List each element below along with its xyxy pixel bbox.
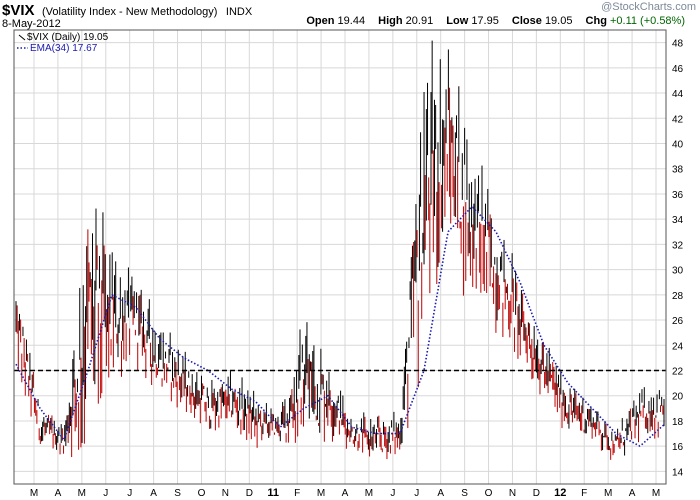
low-label: Low: [446, 15, 469, 27]
x-tick-label: A: [342, 488, 349, 499]
x-tick-label: N: [222, 488, 229, 499]
high-value: 20.91: [405, 15, 434, 27]
y-tick-label: 40: [672, 140, 684, 151]
x-tick-label: J: [127, 488, 132, 499]
high-label: High: [378, 15, 403, 27]
y-tick-label: 34: [672, 215, 684, 226]
x-tick-label: A: [150, 488, 157, 499]
y-tick-label: 44: [672, 89, 684, 100]
y-tick-label: 24: [672, 341, 684, 352]
legend-vix: $VIX (Daily) 19.05: [27, 32, 109, 43]
x-tick-label: M: [652, 488, 660, 499]
x-tick-label: M: [317, 488, 325, 499]
x-tick-label: 11: [267, 487, 279, 499]
chg-label: Chg: [585, 15, 607, 27]
plot-frame: [13, 29, 667, 485]
x-tick-label: J: [103, 488, 108, 499]
y-tick-label: 26: [672, 316, 684, 327]
y-tick-label: 20: [672, 392, 684, 403]
y-tick-label: 22: [672, 367, 684, 378]
x-tick-label: O: [485, 488, 493, 499]
x-tick-label: M: [604, 488, 612, 499]
x-tick-label: 12: [554, 487, 566, 499]
y-tick-label: 18: [672, 417, 684, 428]
legend-ema: EMA(34) 17.67: [30, 43, 98, 54]
stockcharts-logo: @StockCharts.com: [601, 1, 696, 13]
symbol: $VIX: [2, 2, 35, 19]
x-tick-label: N: [509, 488, 516, 499]
y-tick-label: 28: [672, 291, 684, 302]
legend: $VIX (Daily) 19.05 EMA(34) 17.67: [17, 32, 109, 54]
y-axis: 14 16 18 20 22 24 26 28 30 32 34 36 38 40 42 44 46 48: [672, 39, 684, 479]
y-tick-label: 36: [672, 190, 684, 201]
x-tick-label: D: [246, 488, 253, 499]
ema-line: [15, 206, 665, 447]
y-tick-label: 46: [672, 64, 684, 75]
price-stats: Open 19.44 High 20.91 Low 17.95 Close 19…: [296, 15, 685, 27]
chg-value: +0.11 (+0.58%): [609, 15, 685, 27]
y-tick-label: 30: [672, 266, 684, 277]
x-tick-label: M: [78, 488, 86, 499]
y-tick-label: 38: [672, 165, 684, 176]
y-tick-label: 42: [672, 114, 684, 125]
x-tick-label: J: [414, 488, 419, 499]
x-tick-label: D: [533, 488, 540, 499]
y-tick-label: 32: [672, 240, 684, 251]
x-tick-label: A: [55, 488, 62, 499]
x-tick-label: F: [581, 488, 587, 499]
open-value: 19.44: [337, 15, 366, 27]
x-tick-label: O: [198, 488, 206, 499]
y-tick-label: 48: [672, 39, 684, 50]
low-value: 17.95: [471, 15, 499, 27]
x-tick-label: J: [390, 488, 395, 499]
exchange: INDX: [225, 6, 253, 18]
x-tick-label: F: [294, 488, 300, 499]
x-tick-label: S: [174, 488, 181, 499]
y-tick-label: 16: [672, 442, 684, 453]
x-axis: M A M J J A S O N D 11 F M A M J J A S O N D 12 F M A M: [30, 487, 660, 499]
x-tick-label: S: [461, 488, 468, 499]
price-bars: [15, 40, 665, 460]
legend-vix-swatch: [18, 34, 26, 41]
x-tick-label: A: [437, 488, 444, 499]
x-tick-label: M: [365, 488, 373, 499]
x-tick-label: M: [30, 488, 38, 499]
close-label: Close: [511, 15, 542, 27]
y-tick-label: 14: [672, 467, 684, 478]
chart-date: 8-May-2012: [2, 18, 61, 30]
close-value: 19.05: [544, 15, 573, 27]
chart-title: $VIX (Volatility Index - New Methodology…: [2, 2, 252, 20]
symbol-name: (Volatility Index - New Methodology): [41, 6, 218, 18]
x-tick-label: A: [629, 488, 636, 499]
open-label: Open: [306, 15, 335, 27]
